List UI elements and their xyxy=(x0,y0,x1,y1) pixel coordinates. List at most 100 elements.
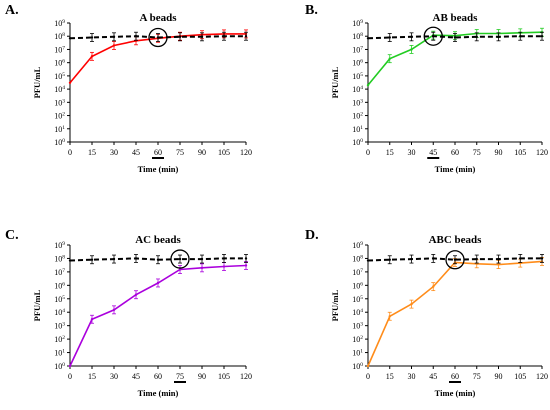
panel-1-data-point xyxy=(68,37,72,40)
panel-3-data-point xyxy=(222,257,226,260)
panel-1-x-tick-label: 45 xyxy=(132,148,140,157)
panel-1-y-tick-label: 106 xyxy=(54,59,65,68)
panel-4-data-point xyxy=(540,257,544,260)
panel-2-data-point xyxy=(388,36,391,39)
panel-4-x-tick-label: 105 xyxy=(514,372,526,381)
panel-1-x-axis-label: Time (min) xyxy=(138,164,179,174)
panel-3-y-tick-label: 107 xyxy=(54,268,65,277)
panel-3-data-point xyxy=(68,364,72,368)
panel-3-data-point xyxy=(68,259,72,262)
panel-4-data-point xyxy=(366,364,370,368)
panel-4-data-point xyxy=(475,257,478,261)
panel-4-y-tick-label: 104 xyxy=(352,308,363,317)
panel-2-x-tick-label: 105 xyxy=(514,148,526,157)
panel-3-y-tick-label: 106 xyxy=(54,281,65,290)
panel-4-x-tick-label: 45 xyxy=(429,372,437,381)
panel-4-y-axis-label: PFU/mL xyxy=(330,289,340,321)
panel-4-x-tick-label: 75 xyxy=(473,372,481,381)
panel-1-y-tick-label: 105 xyxy=(54,72,65,81)
panel-4-y-tick-label: 103 xyxy=(352,322,363,331)
panel-4-x-tick-label: 15 xyxy=(386,372,394,381)
panel-1-y-tick-label: 104 xyxy=(54,85,65,94)
panel-3-data-point xyxy=(244,257,248,260)
panel-4-y-tick-label: 100 xyxy=(352,362,363,371)
panel-4-data-point xyxy=(410,257,413,261)
panel-2-label: B. xyxy=(305,3,318,18)
panel-3-y-tick-label: 100 xyxy=(54,362,65,371)
panel-1-data-point xyxy=(90,55,94,58)
panel-3-x-tick-label: 45 xyxy=(132,372,140,381)
panel-2-y-tick-label: 105 xyxy=(352,72,363,81)
panel-2-x-tick-label: 15 xyxy=(386,148,394,157)
panel-3-y-tick-label: 109 xyxy=(54,241,65,250)
panel-2-data-point xyxy=(475,35,478,39)
panel-3-y-tick-label: 104 xyxy=(54,308,65,317)
panel-4: D. ABC beads 100 101 102 103 104 105 106 107 108 10… xyxy=(305,228,548,398)
panel-2-data-point xyxy=(388,57,391,60)
panel-4-data-point xyxy=(410,302,413,306)
panel-3-x-tick-label: 75 xyxy=(176,372,184,381)
panel-1-x-tick-label: 90 xyxy=(198,148,206,157)
panel-1-data-point xyxy=(178,35,182,39)
panel-2-series-dashed-line xyxy=(367,35,542,40)
panel-3-x-tick-label: 15 xyxy=(88,372,96,381)
panel-3-y-tick-label: 105 xyxy=(54,295,65,304)
panel-2-data-point xyxy=(519,35,522,38)
panel-2-x-tick-label: 120 xyxy=(536,148,548,157)
panel-4-y-tick-label: 102 xyxy=(352,335,363,344)
panel-1-x-tick-label: 75 xyxy=(176,148,184,157)
panel-4-x-tick-label: 90 xyxy=(495,372,503,381)
panel-2-x-tick-label: 30 xyxy=(408,148,416,157)
panel-3-data-point xyxy=(156,258,160,261)
panel-3-data-point xyxy=(112,257,116,261)
panel-1-x-tick-label: 60 xyxy=(154,148,162,157)
panel-3-x-axis-label: Time (min) xyxy=(138,388,179,398)
panel-3-x-tick-label: 30 xyxy=(110,372,118,381)
panel-4-data-point xyxy=(453,258,457,261)
panel-1-y-tick-label: 100 xyxy=(54,138,65,147)
panel-3-y-tick-label: 101 xyxy=(54,349,65,358)
panel-2-y-tick-label: 101 xyxy=(352,125,363,134)
panel-2-y-tick-label: 104 xyxy=(352,85,363,94)
panel-1-title: A beads xyxy=(140,12,178,24)
panel-1-y-tick-label: 109 xyxy=(54,19,65,28)
panel-3-x-tick-label: 105 xyxy=(218,372,230,381)
panel-3-data-point xyxy=(156,281,160,285)
panel-3-data-point xyxy=(222,265,226,268)
panel-3-x-tick-label: 120 xyxy=(240,372,252,381)
panel-1-x-tick-label: 0 xyxy=(68,148,72,157)
panel-1-data-point xyxy=(222,35,226,38)
panel-4-data-point xyxy=(497,263,500,266)
panel-4-y-tick-label: 108 xyxy=(352,254,363,263)
panel-2-x-tick-label: 45 xyxy=(429,148,437,157)
panel-4-data-point xyxy=(519,257,522,260)
panel-1-x-tick-label: 30 xyxy=(110,148,118,157)
panel-2-y-tick-label: 108 xyxy=(352,32,363,41)
panel-2-x-axis-label: Time (min) xyxy=(435,164,476,174)
panel-2-data-point xyxy=(497,35,500,39)
panel-2-data-point xyxy=(432,35,435,38)
panel-1-data-point xyxy=(156,36,160,39)
panel-1-data-point xyxy=(134,35,138,38)
panel-1-y-tick-label: 102 xyxy=(54,112,65,121)
panel-4-x-tick-label: 0 xyxy=(366,372,370,381)
panel-3-x-tick-label: 90 xyxy=(198,372,206,381)
panel-4-y-tick-label: 109 xyxy=(352,241,363,250)
panel-4-data-point xyxy=(388,315,391,318)
panel-3: C. AC beads 100 101 102 103 104 105 106 107 108 109… xyxy=(5,228,252,398)
panel-4-x-axis-label: Time (min) xyxy=(435,388,476,398)
panel-1-x-tick-label: 120 xyxy=(240,148,252,157)
panel-3-title: AC beads xyxy=(135,234,181,246)
panel-3-data-point xyxy=(244,264,248,267)
panel-4-x-tick-label: 30 xyxy=(408,372,416,381)
panel-1: A. A beads 100 101 102 103 104 105 106 107 108 109 0… xyxy=(5,3,252,174)
panel-3-highlight-circle xyxy=(170,249,190,269)
panel-3-data-point xyxy=(178,268,182,271)
panel-4-y-tick-label: 101 xyxy=(352,349,363,358)
panel-2-title: AB beads xyxy=(433,12,479,24)
panel-4-data-point xyxy=(432,285,435,288)
panel-2-data-point xyxy=(540,35,544,38)
panel-3-y-tick-label: 108 xyxy=(54,254,65,263)
panel-3-data-point xyxy=(90,258,94,261)
panel-3-data-point xyxy=(112,308,116,312)
